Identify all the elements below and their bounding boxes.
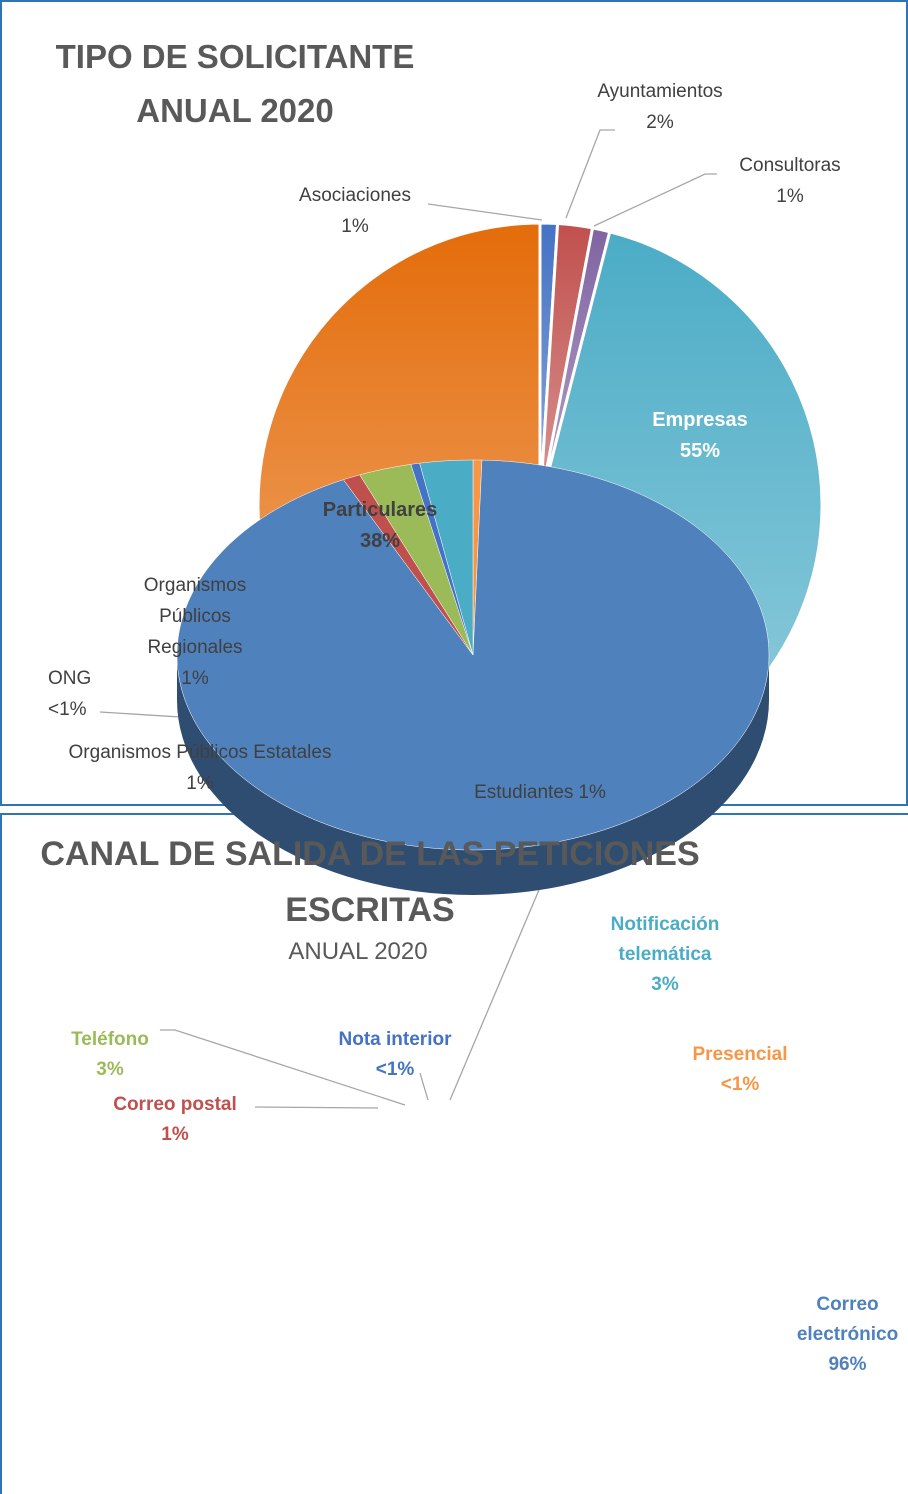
category-label: Teléfono bbox=[71, 1029, 149, 1050]
data-label: Asociaciones 1% bbox=[275, 180, 435, 242]
value-label: 2% bbox=[646, 112, 674, 133]
category-label: Presencial bbox=[692, 1044, 788, 1065]
chart-title: TIPO DE SOLICITANTE bbox=[55, 38, 415, 75]
value-label: 3% bbox=[96, 1059, 124, 1080]
data-label: Correo postal 1% bbox=[80, 1090, 270, 1150]
category-label: Particulares bbox=[322, 499, 438, 521]
category-label: Notificación telemática bbox=[610, 914, 720, 965]
pie-slice bbox=[419, 459, 474, 656]
data-label: ONG <1% bbox=[48, 663, 118, 725]
category-label: Correo postal bbox=[113, 1094, 237, 1115]
data-label: Teléfono 3% bbox=[60, 1025, 160, 1085]
category-label: Empresas bbox=[652, 409, 748, 431]
data-label: Ayuntamientos 2% bbox=[580, 76, 740, 138]
data-label: Organismos Públicos Estatales 1% bbox=[30, 737, 370, 799]
value-label: 3% bbox=[651, 974, 679, 995]
value-label: 38% bbox=[359, 530, 401, 552]
category-label: ONG bbox=[48, 668, 92, 689]
chart-subtitle: ANUAL 2020 bbox=[288, 938, 428, 965]
chart-title: CANAL DE SALIDA DE LAS PETICIONES ESCRIT… bbox=[40, 835, 700, 929]
data-label: Estudiantes 1% bbox=[430, 777, 650, 808]
value-label: <1% bbox=[48, 699, 87, 720]
value-label: <1% bbox=[375, 1059, 415, 1080]
category-label: Nota interior bbox=[338, 1029, 452, 1050]
value-label: 1% bbox=[181, 668, 209, 689]
data-label: Organismos Públicos Regionales 1% bbox=[120, 570, 270, 694]
data-label: Empresas 55% bbox=[600, 405, 800, 467]
category-label: Organismos Públicos Estatales bbox=[68, 742, 332, 763]
value-label: 55% bbox=[679, 440, 721, 462]
value-label: 1% bbox=[578, 782, 606, 803]
value-label: 96% bbox=[828, 1354, 867, 1375]
category-label: Organismos Públicos Regionales bbox=[143, 575, 247, 658]
data-label: Correo electrónico 96% bbox=[785, 1290, 908, 1380]
chart-subtitle: ANUAL 2020 bbox=[136, 92, 334, 129]
slice-side bbox=[177, 655, 769, 895]
data-label: Presencial <1% bbox=[660, 1040, 820, 1100]
category-label: Consultoras bbox=[739, 155, 841, 176]
value-label: 1% bbox=[341, 216, 369, 237]
data-label: Nota interior <1% bbox=[290, 1025, 500, 1085]
value-label: 1% bbox=[161, 1124, 189, 1145]
category-label: Ayuntamientos bbox=[597, 81, 723, 102]
category-label: Correo electrónico bbox=[796, 1294, 899, 1345]
category-label: Asociaciones bbox=[299, 185, 411, 206]
category-label: Estudiantes bbox=[474, 782, 574, 803]
data-label: Consultoras 1% bbox=[700, 150, 880, 212]
value-label: <1% bbox=[720, 1074, 760, 1095]
data-label: Particulares 38% bbox=[290, 495, 470, 557]
value-label: 1% bbox=[186, 773, 214, 794]
value-label: 1% bbox=[776, 186, 804, 207]
data-label: Notificación telemática 3% bbox=[585, 910, 745, 1000]
